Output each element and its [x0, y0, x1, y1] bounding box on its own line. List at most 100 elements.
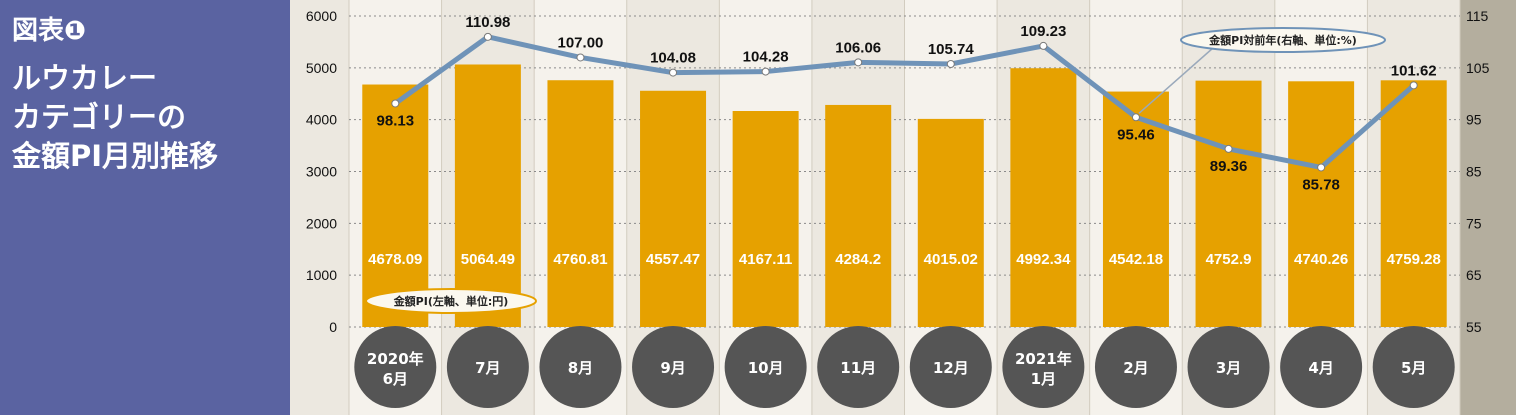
line-point: [1409, 81, 1418, 90]
category-circle: [817, 326, 900, 408]
line-value-label: 109.23: [1020, 23, 1066, 40]
category-label: 2021年: [1015, 350, 1072, 368]
category-circle: [446, 326, 529, 408]
figure-label: 図表❶: [12, 16, 87, 46]
line-point: [1317, 163, 1326, 172]
line-point: [391, 99, 400, 108]
line-point: [576, 53, 585, 62]
line-series-callout: [1180, 27, 1386, 53]
y-left-tick-label: 5000: [306, 60, 337, 76]
y-left-tick-label: 2000: [306, 215, 337, 231]
category-circle: [1372, 326, 1455, 408]
line-point: [1224, 144, 1233, 153]
bar: [547, 80, 614, 327]
bar-value-label: 4760.81: [553, 251, 607, 268]
category-label: 3月: [1216, 359, 1241, 377]
line-value-label: 85.78: [1302, 176, 1340, 193]
category-circle: [724, 326, 807, 408]
line-point: [669, 68, 678, 77]
bar-value-label: 4167.11: [739, 251, 792, 268]
bar-value-label: 4678.09: [368, 251, 422, 268]
line-series-callout-label: 金額PI対前年(右軸、単位:%): [1208, 33, 1357, 47]
category-label: 2020年: [367, 350, 424, 368]
category-circle: [1187, 326, 1270, 408]
category-label: 2月: [1123, 359, 1148, 377]
category-label: 9月: [660, 359, 685, 377]
category-label: 7月: [475, 359, 500, 377]
title-line-2: カテゴリーの: [12, 100, 187, 134]
y-right-tick-label: 75: [1466, 215, 1482, 231]
bar: [917, 118, 984, 328]
category-circle: [909, 326, 992, 408]
category-circle: [354, 326, 437, 408]
line-value-label: 104.08: [650, 50, 696, 67]
bar-value-label: 4557.47: [646, 251, 700, 268]
category-circle: [1002, 326, 1085, 408]
bar: [1380, 80, 1447, 327]
y-left-tick-label: 4000: [306, 112, 337, 128]
bar-value-label: 4740.26: [1294, 251, 1348, 268]
line-value-label: 110.98: [465, 14, 510, 31]
bar-value-label: 4992.34: [1016, 251, 1071, 268]
category-circle: [1280, 326, 1363, 408]
line-value-label: 107.00: [558, 34, 604, 51]
category-circle: [539, 326, 622, 408]
line-point: [483, 32, 492, 41]
line-point: [946, 59, 955, 68]
line-point: [854, 58, 863, 67]
category-label: 1月: [1031, 370, 1056, 388]
bar: [732, 111, 799, 328]
bar: [1195, 80, 1262, 327]
bar-series-callout-label: 金額PI(左軸、単位:円): [393, 294, 509, 308]
category-label: 4月: [1308, 359, 1333, 377]
title-panel: 図表❶ ルウカレー カテゴリーの 金額PI月別推移: [0, 0, 290, 415]
bar: [825, 104, 892, 327]
bar-series-callout: [365, 288, 537, 314]
bar-value-label: 4752.9: [1206, 251, 1252, 268]
line-point: [761, 67, 770, 76]
line-point: [1131, 113, 1140, 122]
y-left-tick-label: 0: [329, 319, 337, 335]
category-circle: [1094, 326, 1177, 408]
bar-value-label: 4542.18: [1109, 251, 1163, 268]
bar-value-label: 5064.49: [461, 251, 515, 268]
bar: [640, 90, 707, 327]
category-label: 5月: [1401, 359, 1426, 377]
category-label: 8月: [568, 359, 593, 377]
title-line-1: ルウカレー: [12, 61, 158, 95]
bar: [1102, 91, 1169, 328]
line-value-label: 101.62: [1391, 62, 1437, 79]
bar-value-label: 4759.28: [1387, 251, 1441, 268]
line-value-label: 106.06: [835, 39, 881, 56]
line-value-label: 104.28: [743, 49, 789, 66]
bar: [1288, 81, 1355, 327]
bar: [362, 84, 429, 327]
category-label: 10月: [748, 359, 784, 377]
series-line: [393, 34, 1416, 170]
bar: [454, 64, 521, 327]
category-label: 11月: [840, 359, 876, 377]
y-left-tick-label: 6000: [306, 8, 337, 24]
y-right-tick-label: 105: [1466, 60, 1490, 76]
y-right-tick-label: 65: [1466, 267, 1482, 283]
y-right-tick-label: 115: [1466, 8, 1489, 24]
category-label: 12月: [933, 359, 969, 377]
y-left-tick-label: 3000: [306, 164, 337, 180]
line-value-label: 95.46: [1117, 126, 1155, 143]
right-axis-area: [1460, 0, 1516, 415]
bar-value-label: 4284.2: [835, 251, 881, 268]
line-value-label: 105.74: [928, 41, 975, 58]
y-right-tick-label: 55: [1466, 319, 1482, 335]
y-right-tick-label: 85: [1466, 164, 1482, 180]
line-series-callout-pointer: [1138, 47, 1214, 114]
bar: [1010, 68, 1077, 327]
line-point: [1039, 41, 1048, 50]
line-value-label: 89.36: [1210, 158, 1248, 175]
title-line-3: 金額PI月別推移: [12, 139, 219, 173]
category-label: 6月: [383, 370, 408, 388]
y-left-tick-label: 1000: [306, 267, 337, 283]
bar-value-label: 4015.02: [924, 251, 978, 268]
line-value-label: 98.13: [377, 112, 415, 129]
